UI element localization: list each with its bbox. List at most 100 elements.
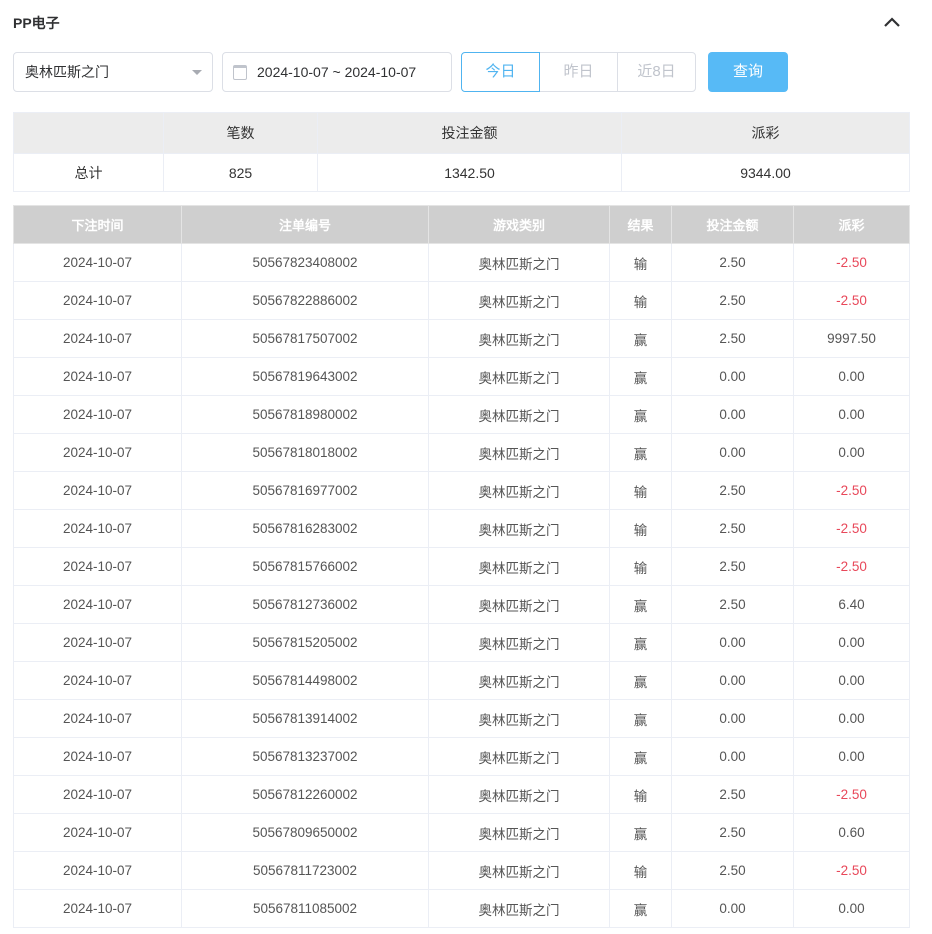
bet-amount-cell: 2.50 [671,319,794,358]
bet-time-cell: 2024-10-07 [13,319,182,358]
game-type-cell: 奥林匹斯之门 [428,471,610,510]
result-cell: 输 [609,775,672,814]
tab-yesterday[interactable]: 昨日 [539,52,618,92]
result-cell: 输 [609,547,672,586]
table-row: 2024-10-07 50567811085002 奥林匹斯之门赢 0.00 0.00 [13,889,910,928]
date-range-picker[interactable]: 2024-10-07 ~ 2024-10-07 [222,52,452,92]
game-type-cell: 奥林匹斯之门 [428,281,610,320]
table-row: 2024-10-07 50567819643002 奥林匹斯之门赢 0.00 0.00 [13,357,910,396]
table-row: 2024-10-07 50567822886002 奥林匹斯之门输 2.50 -2.50 [13,281,910,320]
payout-cell: 0.00 [793,737,910,776]
chevron-up-icon[interactable] [881,12,903,32]
bet-time-cell: 2024-10-07 [13,433,182,472]
result-cell: 赢 [609,889,672,928]
table-row: 2024-10-07 50567809650002 奥林匹斯之门赢 2.50 0.60 [13,813,910,852]
result-cell: 赢 [609,623,672,662]
bet-amount-cell: 0.00 [671,433,794,472]
bet-time-cell: 2024-10-07 [13,357,182,396]
bet-amount-cell: 0.00 [671,623,794,662]
order-id-cell: 50567815205002 [181,623,429,662]
result-cell: 赢 [609,357,672,396]
payout-cell: -2.50 [793,243,910,282]
bet-time-cell: 2024-10-07 [13,813,182,852]
result-cell: 赢 [609,395,672,434]
payout-cell: 6.40 [793,585,910,624]
bet-amount-cell: 0.00 [671,395,794,434]
bet-time-cell: 2024-10-07 [13,585,182,624]
table-row: 2024-10-07 50567817507002 奥林匹斯之门赢 2.50 9997.… [13,319,910,358]
payout-cell: -2.50 [793,509,910,548]
game-select[interactable]: 奥林匹斯之门 [13,52,213,92]
summary-header: 派彩 [621,112,910,154]
bet-time-cell: 2024-10-07 [13,889,182,928]
payout-cell: 0.00 [793,357,910,396]
bet-amount-cell: 2.50 [671,851,794,890]
bet-amount-cell: 2.50 [671,471,794,510]
payout-cell: -2.50 [793,775,910,814]
table-row: 2024-10-07 50567815766002 奥林匹斯之门输 2.50 -2.50 [13,547,910,586]
game-type-cell: 奥林匹斯之门 [428,813,610,852]
result-cell: 输 [609,509,672,548]
payout-cell: 0.60 [793,813,910,852]
game-type-cell: 奥林匹斯之门 [428,889,610,928]
bet-amount-cell: 2.50 [671,813,794,852]
column-header: 下注时间 [13,205,182,244]
table-row: 2024-10-07 50567823408002 奥林匹斯之门输 2.50 -2.50 [13,243,910,282]
summary-cell: 1342.50 [317,153,622,192]
table-header-row: 下注时间 注单编号 游戏类别 结果 投注金额 派彩 [13,205,910,244]
table-row: 2024-10-07 50567816283002 奥林匹斯之门输 2.50 -2.50 [13,509,910,548]
result-cell: 输 [609,851,672,890]
bet-time-cell: 2024-10-07 [13,661,182,700]
payout-cell: 0.00 [793,661,910,700]
result-cell: 输 [609,471,672,510]
payout-cell: -2.50 [793,851,910,890]
bet-time-cell: 2024-10-07 [13,851,182,890]
summary-header: 投注金额 [317,112,622,154]
payout-cell: -2.50 [793,471,910,510]
table-row: 2024-10-07 50567813237002 奥林匹斯之门赢 0.00 0.00 [13,737,910,776]
bet-time-cell: 2024-10-07 [13,737,182,776]
summary-table: 笔数 投注金额 派彩 总计 825 1342.50 9344.00 [13,112,910,192]
bet-amount-cell: 0.00 [671,889,794,928]
order-id-cell: 50567818980002 [181,395,429,434]
section-title: PP电子 [13,15,60,31]
payout-cell: 0.00 [793,433,910,472]
bet-amount-cell: 2.50 [671,775,794,814]
column-header: 注单编号 [181,205,429,244]
summary-cell: 总计 [13,153,164,192]
game-type-cell: 奥林匹斯之门 [428,585,610,624]
bet-amount-cell: 2.50 [671,243,794,282]
order-id-cell: 50567811085002 [181,889,429,928]
table-row: 2024-10-07 50567814498002 奥林匹斯之门赢 0.00 0.00 [13,661,910,700]
result-cell: 赢 [609,661,672,700]
order-id-cell: 50567816283002 [181,509,429,548]
bet-time-cell: 2024-10-07 [13,623,182,662]
summary-header-row: 笔数 投注金额 派彩 [13,112,910,154]
bet-time-cell: 2024-10-07 [13,699,182,738]
table-row: 2024-10-07 50567816977002 奥林匹斯之门输 2.50 -2.50 [13,471,910,510]
result-cell: 赢 [609,433,672,472]
tab-today[interactable]: 今日 [461,52,540,92]
game-type-cell: 奥林匹斯之门 [428,357,610,396]
game-type-cell: 奥林匹斯之门 [428,851,610,890]
bet-time-cell: 2024-10-07 [13,243,182,282]
game-type-cell: 奥林匹斯之门 [428,775,610,814]
order-id-cell: 50567812736002 [181,585,429,624]
bet-time-cell: 2024-10-07 [13,471,182,510]
payout-cell: 0.00 [793,699,910,738]
tab-last-8-days[interactable]: 近8日 [617,52,696,92]
bet-records-table: 下注时间 注单编号 游戏类别 结果 投注金额 派彩 2024-10-07 5056… [13,205,910,928]
game-type-cell: 奥林匹斯之门 [428,243,610,282]
caret-down-icon [192,70,202,75]
calendar-icon [233,65,247,80]
order-id-cell: 50567814498002 [181,661,429,700]
query-button[interactable]: 查询 [708,52,788,92]
order-id-cell: 50567811723002 [181,851,429,890]
bet-amount-cell: 0.00 [671,661,794,700]
game-type-cell: 奥林匹斯之门 [428,623,610,662]
table-row: 2024-10-07 50567815205002 奥林匹斯之门赢 0.00 0.00 [13,623,910,662]
summary-cell: 9344.00 [621,153,910,192]
game-type-cell: 奥林匹斯之门 [428,395,610,434]
payout-cell: -2.50 [793,281,910,320]
game-select-value: 奥林匹斯之门 [25,64,109,80]
